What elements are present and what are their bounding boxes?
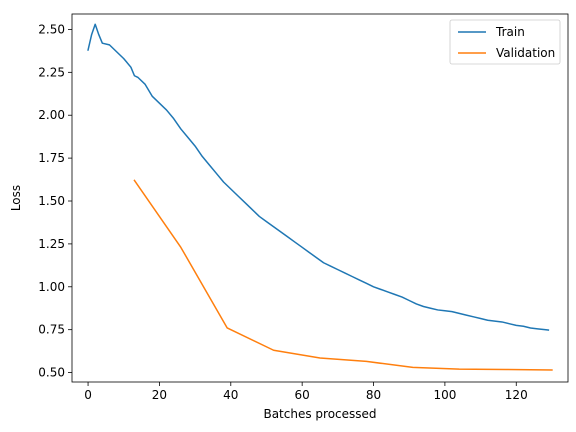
legend: Train Validation [449,19,561,65]
y-tick-label: 1.00 [38,280,65,294]
series-line-validation [133,179,553,371]
x-tick-label: 40 [223,388,238,402]
y-tick-label: 1.75 [38,151,65,165]
y-axis-label: Loss [9,185,23,211]
y-tick-label: 0.50 [38,366,65,380]
series-line-train [87,23,550,331]
series-layer [87,23,553,371]
y-ticks: 0.50 0.75 1.00 1.25 1.50 1.75 2.00 2.25 2.50 [38,22,72,380]
y-tick-label: 0.75 [38,323,65,337]
x-tick-label: 60 [295,388,310,402]
x-tick-label: 120 [505,388,528,402]
plot-frame [71,13,569,383]
x-axis-label: Batches processed [263,407,376,421]
y-tick-label: 2.50 [38,22,65,36]
x-tick-label: 20 [152,388,167,402]
x-tick-label: 100 [433,388,456,402]
x-tick-label: 0 [84,388,92,402]
y-tick-label: 2.25 [38,65,65,79]
legend-label-validation: Validation [496,46,555,60]
x-tick-label: 80 [366,388,381,402]
legend-label-train: Train [495,25,525,39]
y-tick-label: 1.25 [38,237,65,251]
plot-background [72,14,568,382]
y-tick-label: 2.00 [38,108,65,122]
x-ticks: 0 20 40 60 80 100 120 [84,382,528,402]
y-tick-label: 1.50 [38,194,65,208]
